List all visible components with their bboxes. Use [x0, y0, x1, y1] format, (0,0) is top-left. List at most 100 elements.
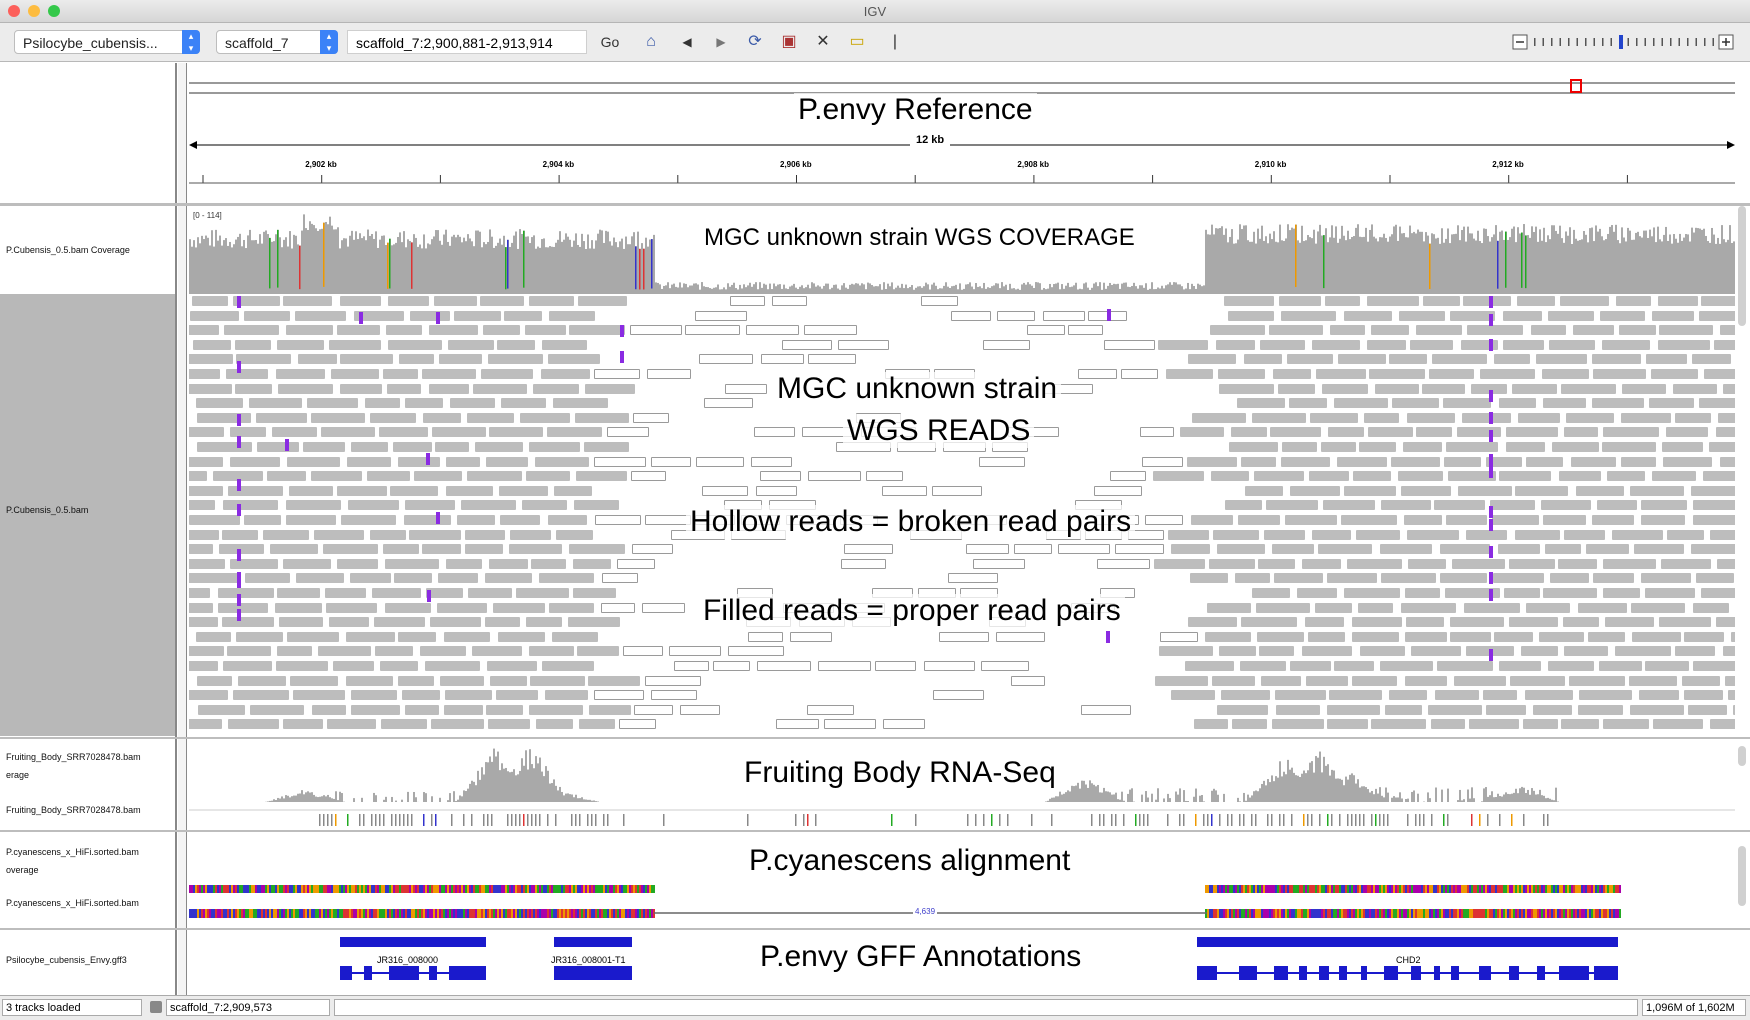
alignment-read[interactable]	[1586, 544, 1629, 554]
alignment-read[interactable]	[529, 705, 583, 715]
alignment-read[interactable]	[1458, 486, 1512, 496]
alignment-read[interactable]	[776, 719, 818, 729]
alignment-read[interactable]	[337, 486, 386, 496]
alignment-read[interactable]	[1675, 646, 1715, 656]
alignment-read[interactable]	[1411, 646, 1462, 656]
alignment-read[interactable]	[526, 471, 570, 481]
alignment-read[interactable]	[1621, 457, 1656, 467]
alignment-read[interactable]	[1693, 661, 1735, 671]
alignment-read[interactable]	[189, 603, 213, 613]
alignment-read[interactable]	[1605, 617, 1654, 627]
alignment-read[interactable]	[595, 515, 642, 525]
alignment-read[interactable]	[1548, 311, 1593, 321]
alignment-read[interactable]	[1463, 296, 1510, 306]
zoom-tick[interactable]	[1662, 38, 1664, 46]
alignment-read[interactable]	[1653, 719, 1703, 729]
exon-feature[interactable]	[1319, 966, 1329, 980]
alignment-read[interactable]	[197, 413, 251, 423]
alignment-read[interactable]	[444, 632, 491, 642]
alignment-read[interactable]	[1368, 427, 1413, 437]
alignment-read[interactable]	[325, 588, 366, 598]
alignment-read[interactable]	[1232, 719, 1267, 729]
alignment-read[interactable]	[1499, 661, 1542, 671]
alignment-read[interactable]	[1731, 632, 1735, 642]
alignment-read[interactable]	[536, 719, 573, 729]
alignment-read[interactable]	[1652, 471, 1696, 481]
alignment-read[interactable]	[1667, 530, 1704, 540]
alignment-read[interactable]	[197, 442, 252, 452]
alignment-read[interactable]	[1281, 311, 1336, 321]
alignment-read[interactable]	[1272, 719, 1324, 729]
exon-feature[interactable]	[1299, 966, 1307, 980]
alignment-read[interactable]	[1716, 617, 1735, 627]
alignment-read[interactable]	[1380, 544, 1432, 554]
alignment-read[interactable]	[446, 457, 480, 467]
alignment-read[interactable]	[1548, 661, 1594, 671]
alignment-read[interactable]	[1240, 661, 1286, 671]
alignment-read[interactable]	[1431, 719, 1465, 729]
alignment-read[interactable]	[189, 530, 219, 540]
exon-feature[interactable]	[1559, 966, 1589, 980]
alignment-read[interactable]	[1405, 632, 1447, 642]
alignment-read[interactable]	[553, 398, 608, 408]
home-icon[interactable]: ⌂	[640, 31, 662, 53]
track-name-coverage[interactable]: P.Cubensis_0.5.bam Coverage	[6, 245, 130, 255]
alignment-read[interactable]	[1266, 500, 1318, 510]
alignment-read[interactable]	[1561, 719, 1599, 729]
alignment-read[interactable]	[1552, 442, 1599, 452]
alignment-read[interactable]	[1334, 661, 1374, 671]
alignment-read[interactable]	[500, 515, 540, 525]
alignment-read[interactable]	[1327, 573, 1377, 583]
alignment-read[interactable]	[713, 661, 749, 671]
alignment-read[interactable]	[651, 457, 691, 467]
alignment-read[interactable]	[1367, 340, 1406, 350]
alignment-read[interactable]	[1312, 340, 1359, 350]
alignment-read[interactable]	[1058, 544, 1110, 554]
alignment-read[interactable]	[1486, 705, 1526, 715]
alignment-read[interactable]	[279, 617, 323, 627]
alignment-read[interactable]	[1693, 500, 1735, 510]
exon-feature[interactable]	[1479, 966, 1491, 980]
alignment-read[interactable]	[1352, 676, 1397, 686]
alignment-read[interactable]	[223, 661, 273, 671]
gene-feature[interactable]	[554, 937, 632, 947]
alignment-read[interactable]	[1603, 559, 1656, 569]
alignment-read[interactable]	[1081, 705, 1131, 715]
alignment-read[interactable]	[1371, 719, 1426, 729]
alignment-read[interactable]	[1469, 719, 1519, 729]
alignment-read[interactable]	[1121, 369, 1158, 379]
alignment-read[interactable]	[1159, 646, 1213, 656]
alignment-read[interactable]	[669, 646, 720, 656]
alignment-read[interactable]	[1276, 705, 1320, 715]
back-icon[interactable]: ◀	[676, 31, 698, 53]
alignment-read[interactable]	[1360, 646, 1406, 656]
alignment-read[interactable]	[270, 544, 318, 554]
alignment-read[interactable]	[1593, 573, 1634, 583]
alignment-read[interactable]	[374, 617, 425, 627]
alignment-read[interactable]	[882, 486, 927, 496]
alignment-read[interactable]	[1416, 427, 1452, 437]
alignment-read[interactable]	[1723, 646, 1735, 656]
alignment-read[interactable]	[807, 705, 854, 715]
alignment-read[interactable]	[1733, 705, 1735, 715]
popup-info-icon[interactable]: ▭	[846, 31, 868, 53]
zoom-tick[interactable]	[1653, 38, 1655, 46]
alignment-read[interactable]	[1334, 398, 1387, 408]
alignment-read[interactable]	[236, 354, 291, 364]
alignment-read[interactable]	[329, 617, 369, 627]
alignment-read[interactable]	[1692, 354, 1731, 364]
alignment-read[interactable]	[594, 457, 646, 467]
alignment-read[interactable]	[1011, 676, 1045, 686]
alignment-read[interactable]	[1494, 632, 1532, 642]
alignment-read[interactable]	[1231, 427, 1266, 437]
alignment-read[interactable]	[490, 676, 527, 686]
alignment-read[interactable]	[295, 311, 347, 321]
alignment-read[interactable]	[1525, 690, 1572, 700]
alignment-read[interactable]	[1659, 325, 1713, 335]
alignment-read[interactable]	[1723, 384, 1735, 394]
alignment-read[interactable]	[1645, 661, 1688, 671]
alignment-read[interactable]	[756, 486, 797, 496]
alignment-read[interactable]	[1490, 500, 1535, 510]
alignment-read[interactable]	[1260, 340, 1305, 350]
alignment-read[interactable]	[1569, 676, 1625, 686]
